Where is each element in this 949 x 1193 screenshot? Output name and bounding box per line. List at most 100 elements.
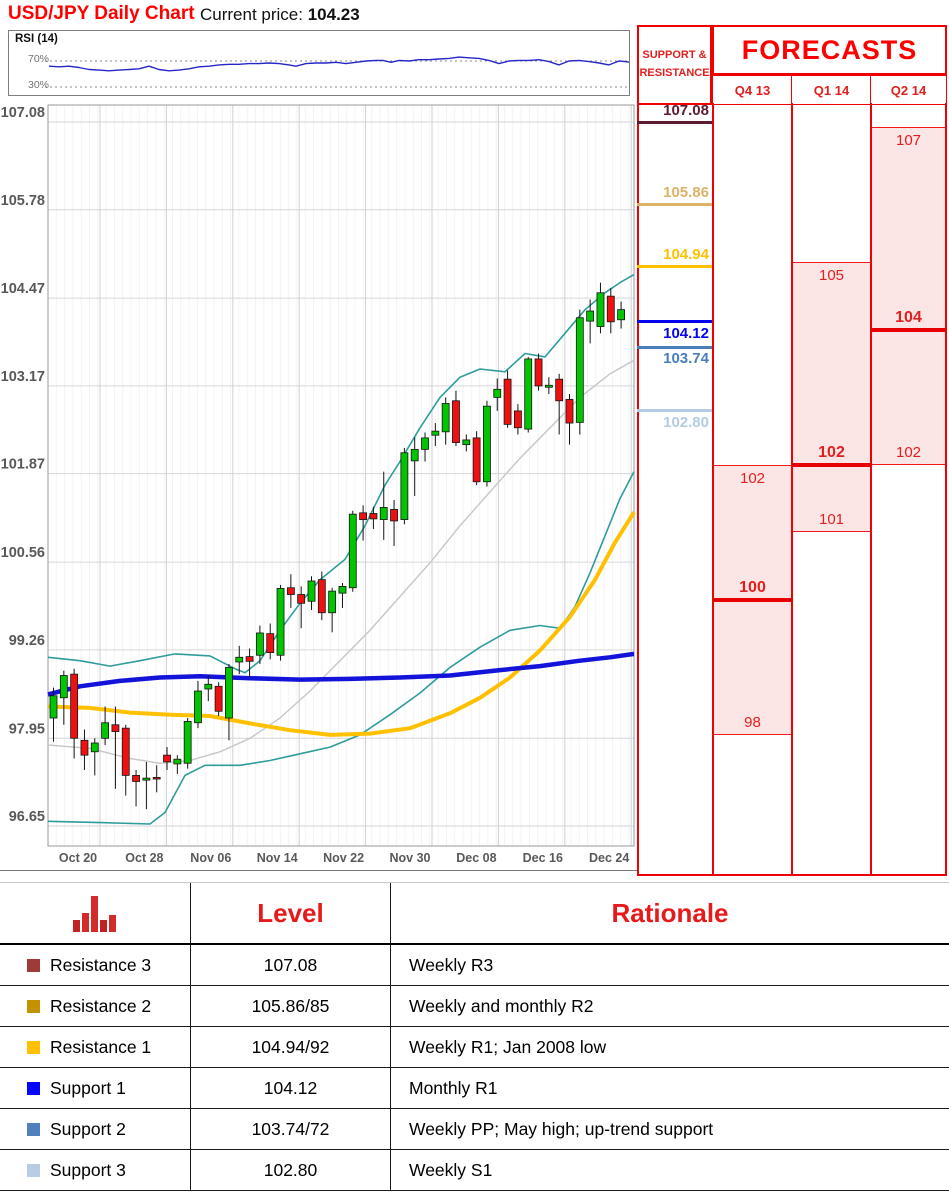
svg-text:107.08: 107.08: [1, 105, 45, 121]
table-row: Support 3 102.80 Weekly S1: [0, 1150, 949, 1191]
level-name: Support 2: [50, 1118, 126, 1139]
svg-text:Dec 16: Dec 16: [523, 851, 563, 865]
svg-text:97.95: 97.95: [9, 721, 45, 737]
sr-level-label: 104.12: [663, 324, 709, 342]
svg-text:Nov 22: Nov 22: [323, 851, 364, 865]
sr-level-line: [637, 120, 712, 124]
level-swatch: [27, 1163, 40, 1177]
forecast-range-value: 105: [818, 267, 845, 285]
level-name: Support 3: [50, 1159, 126, 1180]
level-value: 103.74/72: [190, 1109, 390, 1149]
level-rationale: Monthly R1: [390, 1068, 949, 1108]
table-icon-cell: [0, 883, 190, 943]
sr-level-line: [637, 409, 712, 413]
level-rationale: Weekly R1; Jan 2008 low: [390, 1027, 949, 1067]
rsi-plot: [45, 56, 629, 88]
current-price: Current price: 104.23: [200, 5, 360, 25]
support-resistance-border: [637, 103, 639, 876]
forecast-quarter-label: Q2 14: [870, 75, 947, 105]
svg-text:Dec 08: Dec 08: [456, 851, 496, 865]
level-name: Resistance 1: [50, 1036, 152, 1057]
rsi-panel: RSI (14) 70% 30%: [8, 30, 630, 96]
level-name: Resistance 3: [50, 954, 152, 975]
forecast-column-border: [791, 103, 793, 876]
svg-text:100.56: 100.56: [1, 545, 45, 561]
sr-level-label: 104.94: [663, 246, 709, 264]
level-rationale: Weekly R3: [390, 945, 949, 985]
forecast-quarter-label: Q1 14: [791, 75, 872, 105]
table-row: Resistance 2 105.86/85 Weekly and monthly …: [0, 986, 949, 1027]
svg-text:Nov 14: Nov 14: [257, 851, 298, 865]
svg-text:Dec 24: Dec 24: [589, 851, 629, 865]
svg-text:99.26: 99.26: [9, 633, 45, 649]
level-name: Resistance 2: [50, 995, 152, 1016]
levels-table-body: Resistance 3 107.08 Weekly R3 Resistance 2 1…: [0, 945, 949, 1191]
forecast-column-border: [712, 103, 714, 876]
forecast-range-value: 107: [895, 132, 922, 150]
level-swatch: [27, 999, 40, 1013]
level-name: Support 1: [50, 1077, 126, 1098]
svg-text:96.65: 96.65: [9, 809, 45, 825]
support-resistance-header: SUPPORT & RESISTANCE: [637, 25, 712, 105]
svg-text:Nov 30: Nov 30: [390, 851, 431, 865]
svg-text:Oct 20: Oct 20: [59, 851, 97, 865]
sr-level-line: [637, 345, 712, 349]
table-row: Resistance 1 104.94/92 Weekly R1; Jan 2008…: [0, 1027, 949, 1068]
sr-level-line: [637, 320, 712, 324]
svg-text:Nov 06: Nov 06: [190, 851, 231, 865]
table-row: Support 2 103.74/72 Weekly PP; May high; u…: [0, 1109, 949, 1150]
table-row: Resistance 3 107.08 Weekly R3: [0, 945, 949, 986]
forecast-range-value: 101: [818, 511, 845, 529]
svg-text:104.47: 104.47: [1, 281, 45, 297]
level-rationale: Weekly PP; May high; up-trend support: [390, 1109, 949, 1149]
forecast-range-value: 102: [895, 443, 922, 461]
level-value: 104.12: [190, 1068, 390, 1108]
table-row: Support 1 104.12 Monthly R1: [0, 1068, 949, 1109]
forecast-point-value: 100: [739, 578, 766, 596]
level-value: 102.80: [190, 1150, 390, 1190]
forecast-range-box: [791, 262, 872, 533]
level-value: 104.94/92: [190, 1027, 390, 1067]
forecast-point-value: 102: [818, 443, 845, 461]
forecast-point-line: [712, 597, 793, 602]
forecast-range-value: 102: [739, 469, 766, 487]
rationale-column-header: Rationale: [611, 897, 729, 928]
sr-level-label: 105.86: [663, 184, 709, 202]
level-swatch: [27, 1122, 40, 1136]
sr-level-label: 103.74: [663, 350, 709, 368]
current-price-label: Current price:: [200, 5, 303, 24]
header: USD/JPY Daily Chart Current price: 104.2…: [0, 0, 949, 28]
level-rationale: Weekly and monthly R2: [390, 986, 949, 1026]
page-title: USD/JPY Daily Chart: [8, 3, 195, 24]
forecast-range-value: 98: [744, 713, 761, 731]
forecast-column-border: [870, 103, 872, 876]
forecast-column-border: [945, 103, 947, 876]
rsi-lower-threshold-label: 30%: [27, 79, 49, 91]
level-swatch: [27, 958, 40, 972]
svg-text:105.78: 105.78: [1, 193, 45, 209]
svg-text:103.17: 103.17: [1, 369, 45, 385]
sr-level-label: 107.08: [663, 102, 709, 119]
svg-text:Oct 28: Oct 28: [125, 851, 163, 865]
sr-level-line: [637, 202, 712, 206]
histogram-icon: [73, 896, 116, 932]
sr-level-line: [637, 264, 712, 268]
candlestick-chart: Oct 20 Oct 28 Nov 06 Nov 14 Nov 22 Nov 30 Dec …: [0, 104, 637, 871]
forecast-quarter-label: Q4 13: [712, 75, 793, 105]
level-value: 107.08: [190, 945, 390, 985]
level-rationale: Weekly S1: [390, 1150, 949, 1190]
levels-table-header: Level Rationale: [0, 883, 949, 945]
forecast-range-box: [870, 127, 947, 465]
level-swatch: [27, 1081, 40, 1095]
level-column-header: Level: [257, 897, 324, 928]
levels-table: Level Rationale Resistance 3 107.08 Weekly…: [0, 882, 949, 1191]
level-swatch: [27, 1040, 40, 1054]
forecast-point-line: [791, 462, 872, 467]
support-resistance-panel: SUPPORT & RESISTANCE 107.08 105.86 104.94 1…: [637, 0, 712, 878]
rsi-upper-threshold-label: 70%: [27, 53, 49, 65]
forecast-point-line: [870, 327, 947, 332]
sr-level-label: 102.80: [663, 413, 709, 431]
current-price-value: 104.23: [307, 5, 360, 24]
svg-text:101.87: 101.87: [1, 457, 45, 473]
